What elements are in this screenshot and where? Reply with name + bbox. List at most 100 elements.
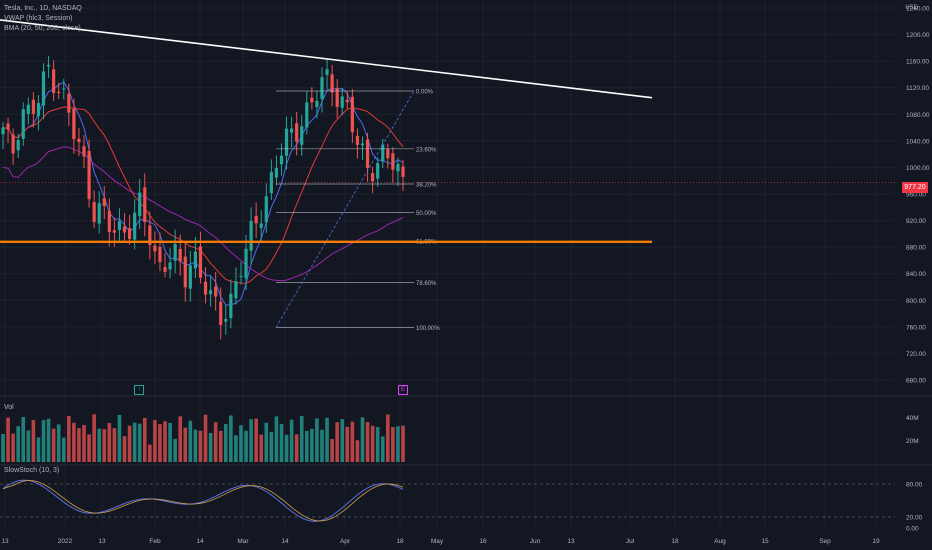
time-tick-label: 18 [396, 538, 404, 545]
time-tick-label: May [431, 538, 444, 545]
price-tick-label: 920.00 [906, 218, 926, 225]
candle-body [224, 319, 228, 322]
volume-bar [274, 416, 279, 462]
time-tick-label: Feb [149, 538, 161, 545]
candle-body [305, 102, 309, 128]
resistance-trendline [0, 19, 653, 99]
volume-bar [284, 434, 289, 462]
fib-level-label: 100.00% [416, 326, 440, 332]
volume-bar [137, 423, 142, 462]
indicator-vwap[interactable]: VWAP (hlc3, Session) [4, 15, 73, 22]
candle-body [107, 210, 111, 233]
candle-body [340, 96, 344, 108]
candle-body [87, 151, 91, 200]
price-tick-label: 760.00 [906, 324, 926, 331]
volume-bar [41, 420, 46, 462]
volume-bar [82, 424, 86, 462]
time-tick-label: Jun [530, 538, 541, 545]
candle-body [315, 100, 319, 108]
candle-body [26, 104, 30, 114]
volume-bar [223, 424, 228, 462]
volume-bar [67, 416, 71, 462]
candle-body [158, 246, 162, 262]
letter-e-icon[interactable]: E [398, 385, 408, 395]
candle-body [376, 163, 380, 179]
volume-bar [173, 438, 177, 462]
time-axis[interactable]: 13 2022 13 Feb 14 Mar 14 Apr 18 May 16 Jun 13 Jul 18 Au… [1, 538, 880, 545]
fibonacci-retracement[interactable]: 0.00%23.60%38.20%50.00%61.80%78.60%100.0… [275, 90, 440, 332]
volume-bar [46, 418, 51, 462]
fib-diagonal [275, 90, 415, 328]
candle-body [320, 77, 324, 99]
candle-body [259, 223, 263, 228]
volume-bar [203, 414, 208, 462]
volume-bar [396, 426, 400, 462]
candle-body [127, 228, 132, 240]
volume-bar [401, 425, 405, 462]
volume-pane: 40M 20M [1, 414, 919, 462]
volume-tick-label: 20M [906, 438, 919, 445]
volume-bar [31, 420, 36, 462]
candle-body [325, 69, 329, 75]
volume-bar [158, 424, 162, 462]
volume-bar [163, 421, 167, 462]
candle-body [345, 99, 349, 103]
volume-bar [360, 417, 365, 462]
candle-body [31, 99, 35, 114]
volume-bar [213, 422, 218, 462]
candle-body [234, 281, 238, 299]
price-axis[interactable]: 680.00 720.00 760.00 800.00 840.00 880.00 920.… [906, 6, 930, 385]
candle-body [41, 71, 46, 106]
drawing-lines[interactable] [0, 19, 895, 244]
candle-body [122, 226, 127, 233]
volume-bar [112, 428, 117, 462]
volume-bar [330, 439, 334, 462]
volume-bar [61, 437, 66, 462]
volume-bar [208, 432, 213, 462]
time-tick-label: 14 [281, 538, 289, 545]
ma200-line [2, 146, 404, 282]
fib-level-label: 38.20% [416, 183, 437, 189]
candle-body [163, 267, 167, 272]
volume-bar [386, 414, 390, 462]
candle-body [229, 293, 233, 319]
price-tick-label: 680.00 [906, 378, 926, 385]
candle-body [249, 220, 253, 251]
volume-pane-label: Vol [4, 404, 14, 411]
candle-body [386, 149, 390, 159]
candle-body [198, 246, 203, 278]
price-tick-label: 1120.00 [906, 85, 929, 92]
candle-body [254, 215, 258, 224]
volume-bar [127, 425, 132, 462]
volume-bar [218, 430, 223, 462]
volume-bar [264, 422, 269, 462]
current-price-tag: 977.20 [902, 182, 928, 193]
candles [1, 56, 405, 340]
candle-body [57, 92, 61, 94]
candle-body [133, 212, 137, 240]
up-arrow-icon[interactable]: ↑ [134, 385, 144, 395]
time-tick-label: Aug [714, 538, 726, 545]
price-tick-label: 720.00 [906, 351, 926, 358]
time-tick-label: 13 [567, 538, 575, 545]
fib-level-label: 23.60% [416, 147, 437, 153]
volume-bar [56, 424, 61, 462]
price-tick-label: 800.00 [906, 298, 926, 305]
volume-bar [249, 419, 253, 462]
candle-body [11, 134, 15, 154]
volume-tick-label: 40M [906, 415, 919, 422]
volume-bar [310, 428, 314, 462]
candle-body [143, 187, 147, 222]
candle-body [6, 123, 10, 130]
indicator-bma[interactable]: BMA (20, 50, 200, close) [4, 25, 81, 32]
candle-body [82, 146, 86, 157]
candle-body [401, 166, 405, 177]
candle-body [148, 225, 152, 245]
candle-body [52, 69, 56, 93]
candle-body [67, 93, 71, 113]
candle-body [173, 244, 177, 261]
candle-body [365, 139, 370, 168]
candle-body [360, 143, 365, 146]
volume-bar [320, 429, 324, 462]
